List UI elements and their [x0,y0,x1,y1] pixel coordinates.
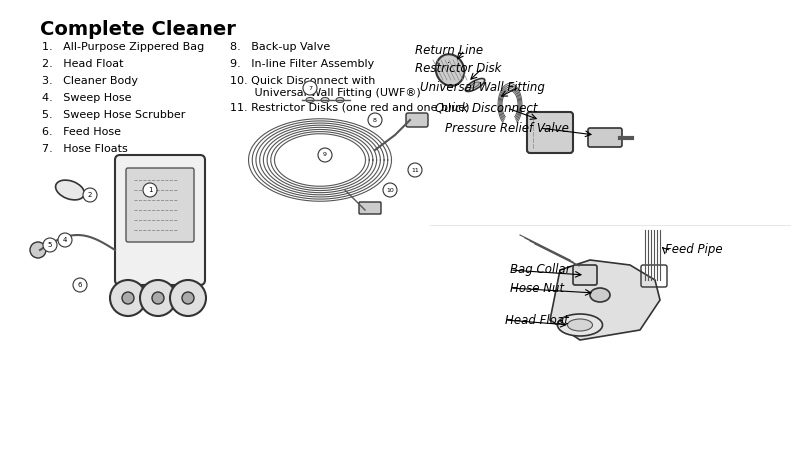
Circle shape [143,183,157,197]
Text: Restrictor Disk: Restrictor Disk [415,62,501,75]
FancyBboxPatch shape [406,113,428,127]
Circle shape [368,113,382,127]
Circle shape [408,163,422,177]
Text: 8: 8 [373,117,377,122]
Circle shape [318,148,332,162]
Circle shape [122,292,134,304]
Text: Return Line: Return Line [415,44,483,57]
Ellipse shape [471,82,479,88]
FancyBboxPatch shape [359,202,381,214]
Text: 4.   Sweep Hose: 4. Sweep Hose [42,93,131,103]
Text: 6.   Feed Hose: 6. Feed Hose [42,127,121,137]
Ellipse shape [321,98,329,103]
Ellipse shape [336,98,344,103]
Text: Complete Cleaner: Complete Cleaner [40,20,236,39]
Ellipse shape [590,288,610,302]
Text: 10: 10 [386,188,394,193]
Circle shape [73,278,87,292]
FancyBboxPatch shape [126,168,194,242]
Circle shape [58,233,72,247]
Circle shape [182,292,194,304]
Text: 11: 11 [411,167,419,172]
Circle shape [43,238,57,252]
Circle shape [83,188,97,202]
Text: 5.   Sweep Hose Scrubber: 5. Sweep Hose Scrubber [42,110,185,120]
Text: 5: 5 [47,242,52,248]
Circle shape [30,242,46,258]
Circle shape [303,81,317,95]
Text: 1: 1 [148,187,152,193]
FancyBboxPatch shape [527,112,573,153]
Text: 1.   All-Purpose Zippered Bag: 1. All-Purpose Zippered Bag [42,42,204,52]
Ellipse shape [558,314,603,336]
Ellipse shape [465,78,485,91]
Text: 6: 6 [78,282,82,288]
Circle shape [170,280,206,316]
Text: 10. Quick Disconnect with
       Universal Wall Fitting (UWF®): 10. Quick Disconnect with Universal Wall… [230,76,421,98]
Text: 7: 7 [308,86,312,90]
Text: 3.   Cleaner Body: 3. Cleaner Body [42,76,138,86]
Circle shape [152,292,164,304]
Ellipse shape [567,319,592,331]
Text: 7.   Hose Floats: 7. Hose Floats [42,144,128,154]
Text: 2.   Head Float: 2. Head Float [42,59,123,69]
Text: Quick Disconnect: Quick Disconnect [435,102,538,114]
Circle shape [110,280,146,316]
Text: 9.   In-line Filter Assembly: 9. In-line Filter Assembly [230,59,374,69]
Text: Head Float: Head Float [505,314,569,327]
Text: Bag Collar: Bag Collar [510,264,570,276]
Text: 2: 2 [88,192,93,198]
Text: Feed Pipe: Feed Pipe [665,243,723,256]
Text: Hose Nut: Hose Nut [510,282,564,294]
Text: 8.   Back-up Valve: 8. Back-up Valve [230,42,331,52]
Text: 4: 4 [62,237,67,243]
Text: 11. Restrictor Disks (one red and one blue): 11. Restrictor Disks (one red and one bl… [230,102,470,112]
FancyBboxPatch shape [115,155,205,285]
Text: 9: 9 [323,153,327,158]
Ellipse shape [436,54,464,86]
Circle shape [140,280,176,316]
Text: Pressure Relief Valve: Pressure Relief Valve [445,122,569,135]
Ellipse shape [306,98,314,103]
FancyBboxPatch shape [573,265,597,285]
Circle shape [383,183,397,197]
Ellipse shape [55,180,85,200]
Polygon shape [550,260,660,340]
FancyBboxPatch shape [588,128,622,147]
Text: Universal Wall Fitting: Universal Wall Fitting [420,81,545,94]
